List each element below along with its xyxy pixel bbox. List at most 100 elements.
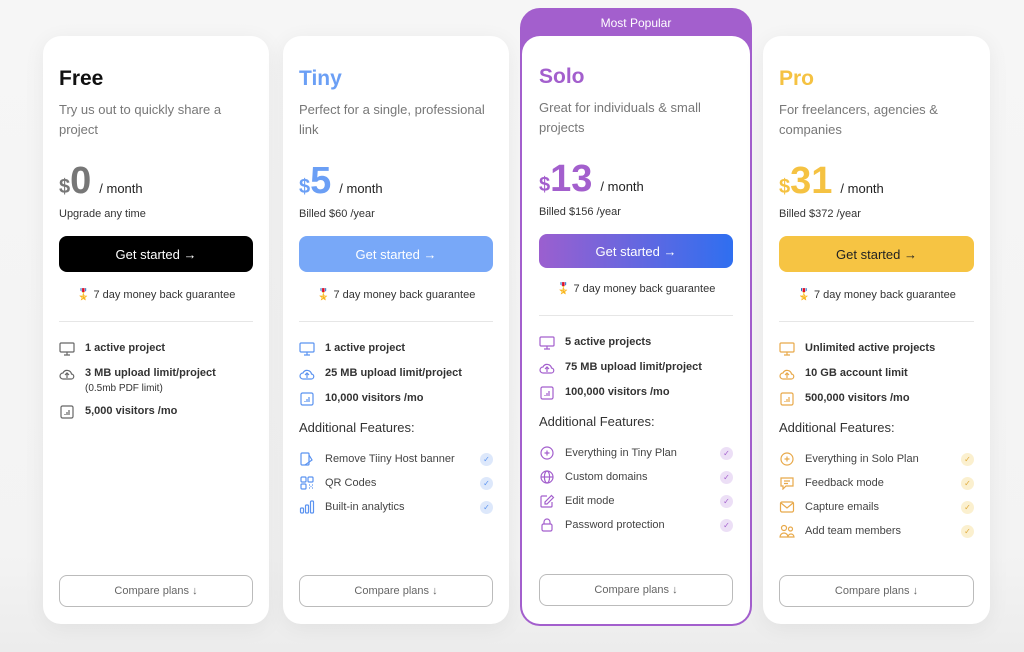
check-icon: ✓ [961,476,974,490]
feature-list: 1 active project 25 MB upload limit/proj… [299,342,493,406]
divider [779,321,974,322]
chart-icon [780,392,794,406]
check-icon: ✓ [480,452,493,466]
plan-description: For freelancers, agencies & companies [779,102,938,137]
price-amount: 0 [70,160,92,202]
banner-icon [300,452,313,466]
analytics-icon [299,500,315,514]
check-icon: ✓ [720,518,733,532]
feature-item: 500,000 visitors /mo [779,392,974,406]
guarantee-note: 🎖️ 7 day money back guarantee [556,283,716,295]
plan-description: Perfect for a single, professional link [299,102,485,137]
additional-features-title: Additional Features: [299,420,415,435]
plan-card-pro: Pro For freelancers, agencies & companie… [763,36,990,624]
monitor-icon [59,342,75,356]
additional-feature-item: Feedback mode ✓ [779,471,974,495]
plan-description: Try us out to quickly share a project [59,102,222,137]
feature-item: 1 active project [59,342,253,356]
compare-plans-button[interactable]: Compare plans ↓ [59,575,253,607]
price: $ 5 / month [299,162,493,202]
additional-feature-item: QR Codes ✓ [299,471,493,495]
feature-item: 5 active projects [539,336,733,350]
price-period: / month [840,181,884,196]
plan-card-solo: Solo Great for individuals & small proje… [522,36,750,624]
additional-features-title: Additional Features: [539,414,655,429]
team-icon [779,524,795,538]
guarantee-note: 🎖️ 7 day money back guarantee [76,289,236,301]
price: $ 13 / month [539,160,733,200]
additional-feature-item: Remove Tiiny Host banner ✓ [299,447,493,471]
feature-item: 3 MB upload limit/project (0.5mb PDF limi… [59,367,253,394]
plan-name: Free [59,67,104,90]
feature-item: 25 MB upload limit/project [299,367,493,381]
price-currency: $ [539,174,551,196]
billing-note: Billed $156 /year [539,206,621,218]
price-amount: 13 [550,158,593,200]
feature-item: Unlimited active projects [779,342,974,356]
feature-list: 1 active project 3 MB upload limit/proje… [59,342,253,419]
globe-icon [540,470,554,484]
feature-item: 5,000 visitors /mo [59,405,253,419]
additional-feature-item: Everything in Solo Plan ✓ [779,447,974,471]
plan-name: Pro [779,67,815,90]
additional-feature-item: Custom domains ✓ [539,465,733,489]
price-amount: 31 [790,160,833,202]
guarantee-note: 🎖️ 7 day money back guarantee [797,289,956,301]
price-currency: $ [779,176,791,198]
plan-card-tiny: Tiny Perfect for a single, professional … [283,36,509,624]
additional-feature-list: Everything in Solo Plan ✓ Feedback mode … [779,447,974,543]
price-amount: 5 [310,160,332,202]
chart-icon [300,392,314,406]
additional-feature-item: Edit mode ✓ [539,489,733,513]
additional-feature-list: Remove Tiiny Host banner ✓ QR Codes ✓ Bu… [299,447,493,519]
get-started-button[interactable]: Get started → [299,236,493,272]
price-period: / month [99,181,143,196]
compare-plans-button[interactable]: Compare plans ↓ [299,575,493,607]
divider [539,315,733,316]
check-icon: ✓ [720,494,733,508]
billing-note: Upgrade any time [59,208,146,220]
price-currency: $ [299,176,311,198]
divider [299,321,493,322]
feedback-icon [780,477,794,490]
feature-item: 75 MB upload limit/project [539,361,733,375]
qr-code-icon [300,476,314,490]
feature-item: 1 active project [299,342,493,356]
plan-card-free: Free Try us out to quickly share a proje… [43,36,269,624]
price: $ 31 / month [779,162,974,202]
get-started-button[interactable]: Get started → [539,234,733,268]
plus-circle-icon [540,446,554,460]
plan-description: Great for individuals & small projects [539,100,701,135]
guarantee-note: 🎖️ 7 day money back guarantee [316,289,476,301]
compare-plans-button[interactable]: Compare plans ↓ [779,575,974,607]
monitor-icon [779,342,795,356]
additional-feature-item: Built-in analytics ✓ [299,495,493,519]
get-started-button[interactable]: Get started → [59,236,253,272]
check-icon: ✓ [720,446,733,460]
check-icon: ✓ [961,524,974,538]
monitor-icon [539,336,555,350]
additional-feature-item: Password protection ✓ [539,513,733,537]
check-icon: ✓ [961,500,974,514]
price-currency: $ [59,176,71,198]
divider [59,321,253,322]
cloud-upload-icon [539,363,555,374]
check-icon: ✓ [961,452,974,466]
plan-card-solo-highlight: Most Popular Solo Great for individuals … [520,8,752,626]
feature-item: 10 GB account limit [779,367,974,381]
mail-icon [779,501,795,513]
additional-features-title: Additional Features: [779,420,895,435]
feature-subtext: (0.5mb PDF limit) [85,383,163,394]
edit-icon [540,494,555,508]
additional-feature-item: Capture emails ✓ [779,495,974,519]
check-icon: ✓ [720,470,733,484]
plan-name: Tiny [299,67,342,90]
cloud-upload-icon [299,369,315,380]
additional-feature-list: Everything in Tiny Plan ✓ Custom domains… [539,441,733,537]
feature-item: 10,000 visitors /mo [299,392,493,406]
get-started-button[interactable]: Get started → [779,236,974,272]
plus-circle-icon [780,452,794,466]
feature-list: 5 active projects 75 MB upload limit/pro… [539,336,733,400]
compare-plans-button[interactable]: Compare plans ↓ [539,574,733,606]
chart-icon [540,386,554,400]
